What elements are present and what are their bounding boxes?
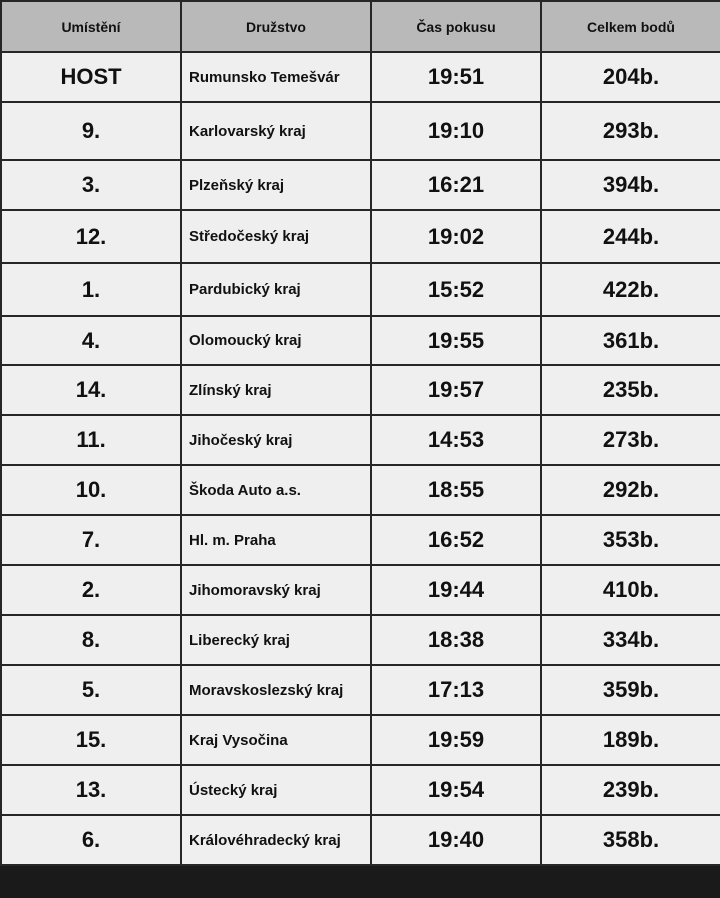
points-cell: 353b. [540, 514, 720, 566]
table-row: 5. Moravskoslezský kraj 17:13 359b. [0, 664, 720, 716]
table-row: 7. Hl. m. Praha 16:52 353b. [0, 514, 720, 566]
time-cell: 19:54 [370, 764, 542, 816]
table-row: 4. Olomoucký kraj 19:55 361b. [0, 315, 720, 366]
place-cell: 1. [0, 262, 182, 317]
points-cell: 292b. [540, 464, 720, 516]
time-cell: 18:55 [370, 464, 542, 516]
points-cell: 189b. [540, 714, 720, 766]
place-cell: 9. [0, 101, 182, 161]
header-row: Umístění Družstvo Čas pokusu Celkem bodů [0, 0, 720, 53]
table-row: 12. Středočeský kraj 19:02 244b. [0, 209, 720, 264]
place-cell: 15. [0, 714, 182, 766]
place-cell: 3. [0, 159, 182, 211]
table-row: 9. Karlovarský kraj 19:10 293b. [0, 101, 720, 161]
points-cell: 239b. [540, 764, 720, 816]
team-cell: Moravskoslezský kraj [180, 664, 372, 716]
team-cell: Jihočeský kraj [180, 414, 372, 466]
team-cell: Ústecký kraj [180, 764, 372, 816]
time-cell: 19:55 [370, 315, 542, 366]
team-cell: Škoda Auto a.s. [180, 464, 372, 516]
team-cell: Středočeský kraj [180, 209, 372, 264]
team-cell: Rumunsko Temešvár [180, 51, 372, 103]
table-row: HOST Rumunsko Temešvár 19:51 204b. [0, 51, 720, 103]
time-cell: 19:57 [370, 364, 542, 416]
points-cell: 394b. [540, 159, 720, 211]
points-cell: 358b. [540, 814, 720, 866]
team-cell: Jihomoravský kraj [180, 564, 372, 616]
team-cell: Zlínský kraj [180, 364, 372, 416]
header-team: Družstvo [180, 0, 372, 53]
points-cell: 361b. [540, 315, 720, 366]
place-cell: 10. [0, 464, 182, 516]
team-cell: Pardubický kraj [180, 262, 372, 317]
time-cell: 14:53 [370, 414, 542, 466]
table-row: 3. Plzeňský kraj 16:21 394b. [0, 159, 720, 211]
time-cell: 17:13 [370, 664, 542, 716]
points-cell: 293b. [540, 101, 720, 161]
place-cell: 7. [0, 514, 182, 566]
points-cell: 422b. [540, 262, 720, 317]
time-cell: 19:51 [370, 51, 542, 103]
points-cell: 244b. [540, 209, 720, 264]
table-row: 10. Škoda Auto a.s. 18:55 292b. [0, 464, 720, 516]
time-cell: 19:59 [370, 714, 542, 766]
points-cell: 334b. [540, 614, 720, 666]
place-cell: 13. [0, 764, 182, 816]
points-cell: 273b. [540, 414, 720, 466]
time-cell: 16:52 [370, 514, 542, 566]
table-row: 15. Kraj Vysočina 19:59 189b. [0, 714, 720, 766]
table-row: 13. Ústecký kraj 19:54 239b. [0, 764, 720, 816]
place-cell: 12. [0, 209, 182, 264]
team-cell: Olomoucký kraj [180, 315, 372, 366]
place-cell: HOST [0, 51, 182, 103]
place-cell: 11. [0, 414, 182, 466]
results-table: Umístění Družstvo Čas pokusu Celkem bodů… [0, 0, 720, 866]
team-cell: Karlovarský kraj [180, 101, 372, 161]
team-cell: Kraj Vysočina [180, 714, 372, 766]
time-cell: 19:02 [370, 209, 542, 264]
table-row: 1. Pardubický kraj 15:52 422b. [0, 262, 720, 317]
place-cell: 4. [0, 315, 182, 366]
team-cell: Plzeňský kraj [180, 159, 372, 211]
time-cell: 19:10 [370, 101, 542, 161]
time-cell: 19:40 [370, 814, 542, 866]
place-cell: 6. [0, 814, 182, 866]
time-cell: 16:21 [370, 159, 542, 211]
table-row: 8. Liberecký kraj 18:38 334b. [0, 614, 720, 666]
table-row: 2. Jihomoravský kraj 19:44 410b. [0, 564, 720, 616]
place-cell: 2. [0, 564, 182, 616]
header-time: Čas pokusu [370, 0, 542, 53]
header-place: Umístění [0, 0, 182, 53]
time-cell: 15:52 [370, 262, 542, 317]
place-cell: 14. [0, 364, 182, 416]
points-cell: 204b. [540, 51, 720, 103]
time-cell: 18:38 [370, 614, 542, 666]
points-cell: 410b. [540, 564, 720, 616]
team-cell: Hl. m. Praha [180, 514, 372, 566]
place-cell: 5. [0, 664, 182, 716]
header-points: Celkem bodů [540, 0, 720, 53]
team-cell: Královéhradecký kraj [180, 814, 372, 866]
table-row: 6. Královéhradecký kraj 19:40 358b. [0, 814, 720, 866]
points-cell: 359b. [540, 664, 720, 716]
table-row: 14. Zlínský kraj 19:57 235b. [0, 364, 720, 416]
team-cell: Liberecký kraj [180, 614, 372, 666]
time-cell: 19:44 [370, 564, 542, 616]
table-row: 11. Jihočeský kraj 14:53 273b. [0, 414, 720, 466]
place-cell: 8. [0, 614, 182, 666]
points-cell: 235b. [540, 364, 720, 416]
